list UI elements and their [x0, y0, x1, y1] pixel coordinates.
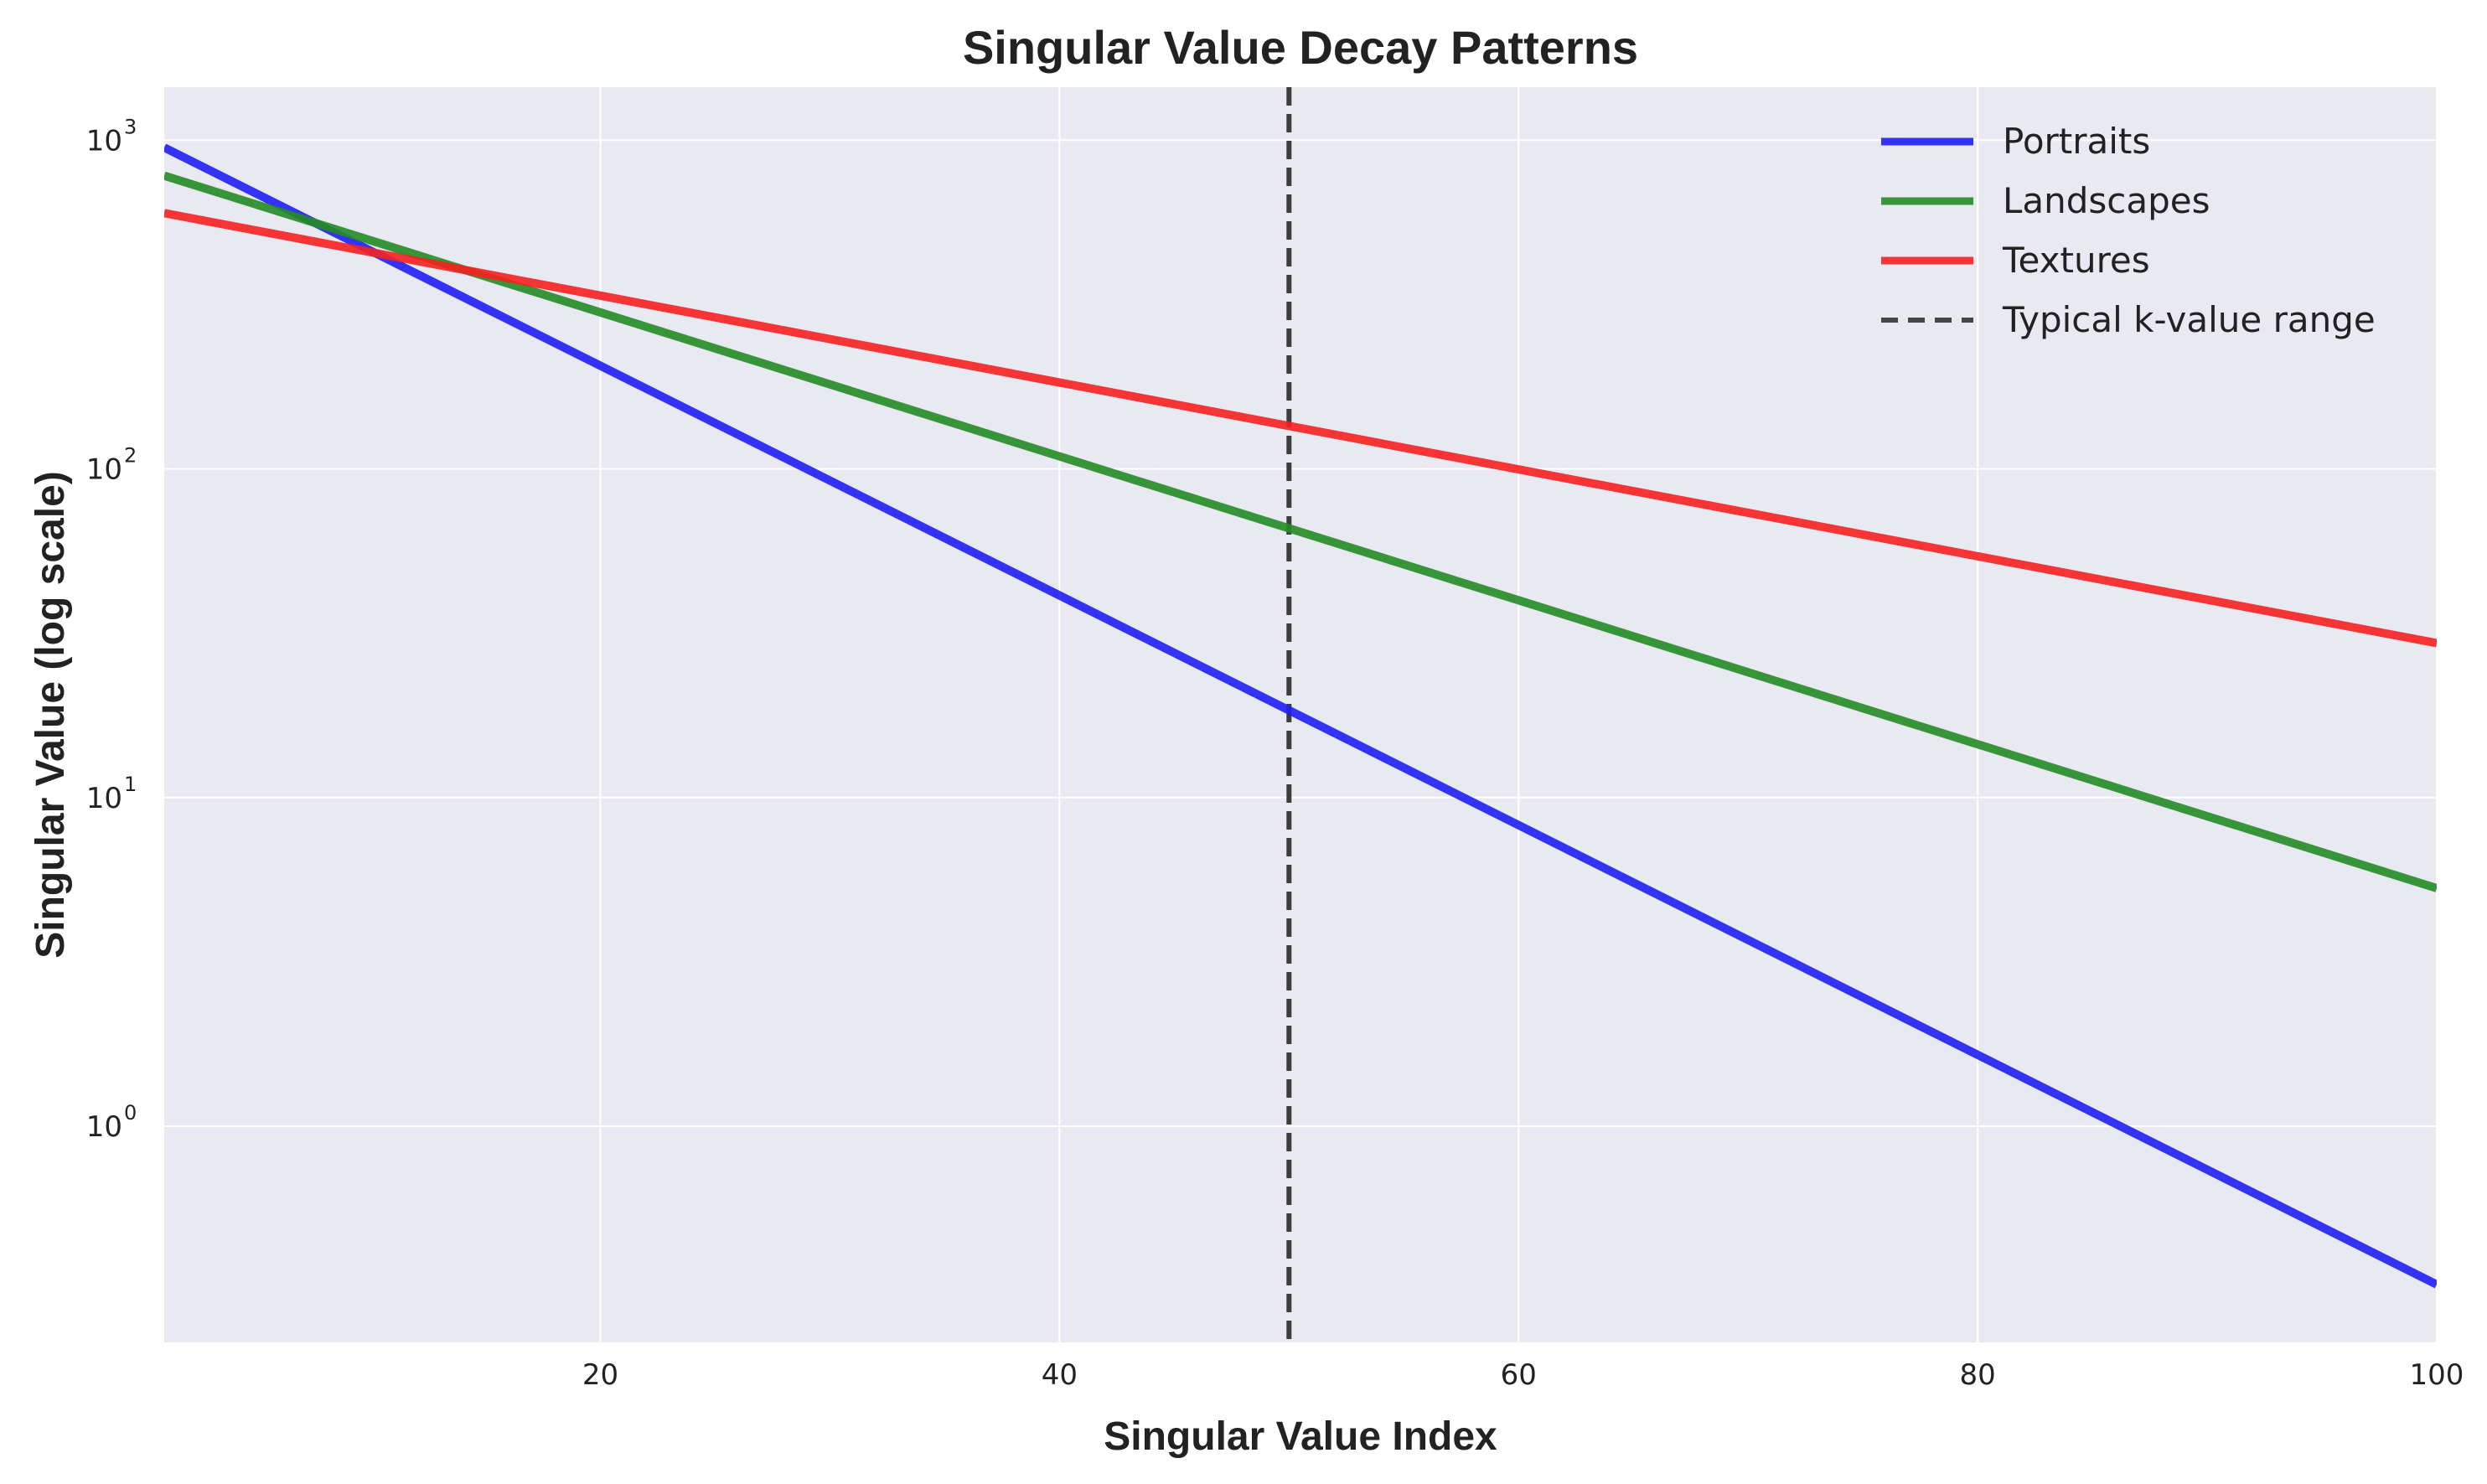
- legend-label: Portraits: [2003, 121, 2150, 162]
- y-tick-exponent: 1: [124, 773, 137, 796]
- legend-label: Textures: [2002, 240, 2150, 281]
- y-tick-exponent: 0: [124, 1101, 137, 1125]
- x-tick-label: 40: [1042, 1358, 1078, 1392]
- legend-label: Landscapes: [2003, 180, 2210, 221]
- series-group: [164, 87, 2437, 1342]
- series-line-textures: [164, 209, 2437, 648]
- chart-title: Singular Value Decay Patterns: [963, 21, 1638, 74]
- grid: [164, 87, 2438, 1342]
- x-tick-label: 100: [2410, 1358, 2464, 1392]
- y-tick-exponent: 3: [124, 115, 137, 138]
- x-tick-label: 20: [582, 1358, 618, 1392]
- y-tick-base: 10: [86, 453, 122, 487]
- y-tick-base: 10: [86, 124, 122, 158]
- legend-item: Typical k-value range: [1881, 299, 2376, 340]
- legend: Portraits Landscapes Textures Typical k-val…: [1881, 121, 2376, 340]
- series-line-landscapes: [164, 171, 2437, 892]
- series-line-portraits: [164, 143, 2437, 1289]
- y-tick-label: 10 1: [86, 773, 137, 815]
- legend-item: Portraits: [1881, 121, 2150, 162]
- y-tick-label: 10 0: [86, 1101, 137, 1144]
- x-axis-label: Singular Value Index: [1104, 1414, 1497, 1459]
- y-tick-base: 10: [86, 782, 122, 815]
- legend-label: Typical k-value range: [2002, 299, 2376, 340]
- y-tick-exponent: 2: [124, 444, 137, 468]
- y-tick-base: 10: [86, 1110, 122, 1144]
- x-tick-labels: 20 40 60 80 100: [582, 1358, 2464, 1392]
- y-tick-label: 10 3: [86, 115, 137, 158]
- legend-item: Textures: [1881, 240, 2150, 281]
- legend-item: Landscapes: [1881, 180, 2210, 221]
- x-tick-label: 60: [1501, 1358, 1537, 1392]
- y-tick-label: 10 2: [86, 444, 137, 487]
- y-axis-label: Singular Value (log scale): [28, 471, 73, 959]
- x-tick-label: 80: [1959, 1358, 1995, 1392]
